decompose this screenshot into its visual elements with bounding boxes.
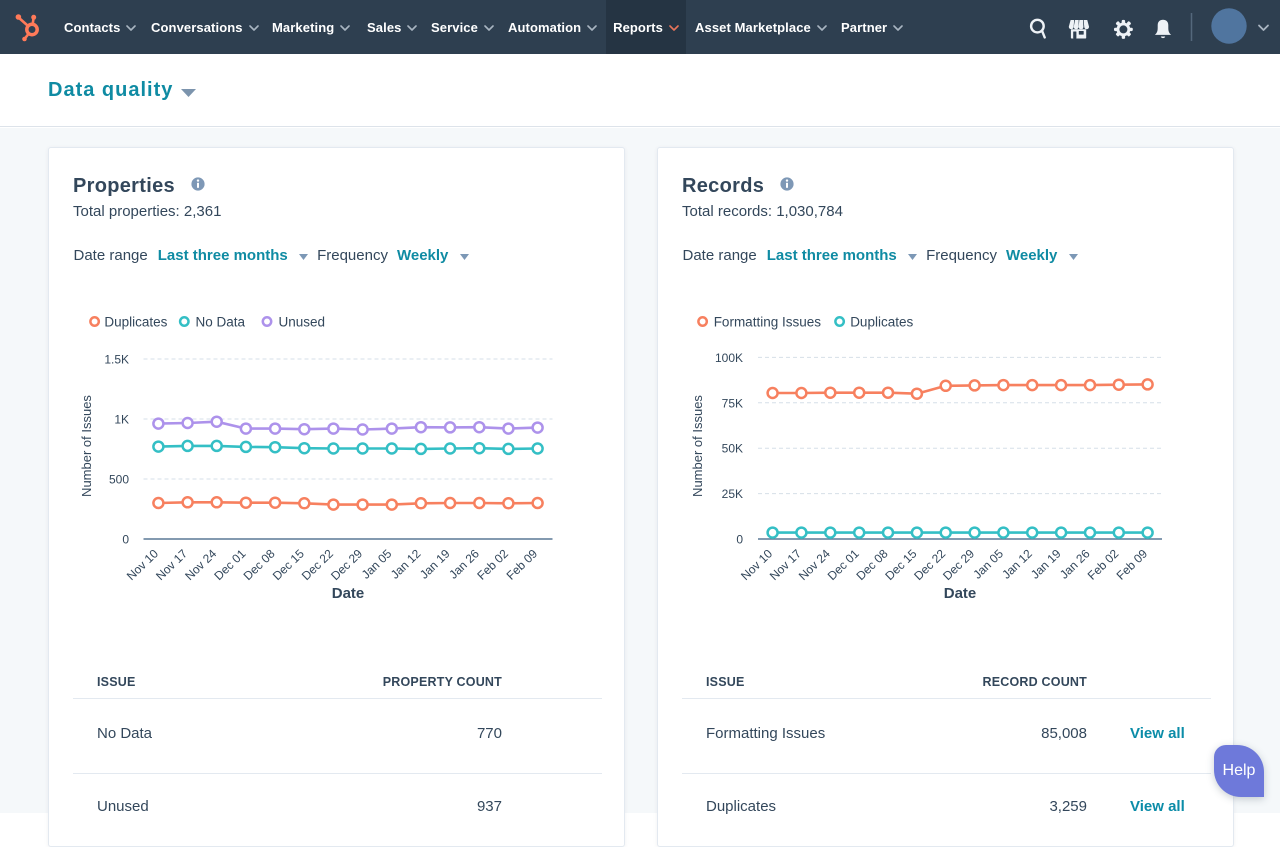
svg-text:Jan 19: Jan 19	[1028, 546, 1064, 581]
svg-text:Dec 29: Dec 29	[328, 546, 365, 583]
svg-text:Jan 12: Jan 12	[999, 546, 1035, 581]
svg-text:Formatting Issues: Formatting Issues	[714, 315, 822, 330]
svg-text:Dec 01: Dec 01	[211, 546, 248, 583]
svg-text:500: 500	[109, 473, 129, 487]
svg-text:Feb 09: Feb 09	[504, 546, 541, 582]
svg-text:Number of Issues: Number of Issues	[690, 395, 705, 497]
svg-text:Dec 22: Dec 22	[299, 546, 336, 583]
svg-text:Date: Date	[944, 585, 977, 602]
svg-text:50K: 50K	[722, 442, 743, 456]
svg-text:1K: 1K	[114, 413, 129, 427]
svg-text:Jan 05: Jan 05	[359, 546, 395, 581]
svg-text:Dec 15: Dec 15	[882, 546, 919, 583]
svg-text:Jan 19: Jan 19	[417, 546, 453, 581]
svg-text:Unused: Unused	[279, 315, 326, 330]
svg-text:Nov 10: Nov 10	[738, 546, 775, 583]
svg-text:Dec 22: Dec 22	[911, 546, 948, 583]
svg-text:Feb 02: Feb 02	[474, 546, 511, 582]
svg-text:Dec 29: Dec 29	[940, 546, 977, 583]
svg-text:No Data: No Data	[196, 315, 246, 330]
svg-text:Dec 08: Dec 08	[854, 546, 891, 583]
svg-text:Jan 12: Jan 12	[388, 546, 424, 581]
svg-text:Jan 05: Jan 05	[970, 546, 1006, 581]
svg-text:Nov 17: Nov 17	[153, 546, 190, 583]
svg-text:75K: 75K	[722, 396, 743, 410]
svg-text:Dec 01: Dec 01	[825, 546, 862, 583]
svg-text:Nov 24: Nov 24	[182, 546, 219, 583]
svg-text:0: 0	[736, 533, 743, 547]
svg-text:0: 0	[122, 533, 129, 547]
svg-text:Feb 09: Feb 09	[1114, 546, 1151, 582]
svg-text:Date: Date	[332, 585, 365, 602]
svg-text:Nov 10: Nov 10	[124, 546, 161, 583]
svg-text:Feb 02: Feb 02	[1085, 546, 1122, 582]
svg-text:100K: 100K	[715, 351, 743, 365]
svg-text:Dec 15: Dec 15	[270, 546, 307, 583]
svg-text:Duplicates: Duplicates	[850, 315, 913, 330]
svg-text:Nov 24: Nov 24	[796, 546, 833, 583]
svg-text:Dec 08: Dec 08	[241, 546, 278, 583]
svg-text:Number of Issues: Number of Issues	[79, 395, 94, 497]
svg-text:Duplicates: Duplicates	[104, 315, 167, 330]
svg-text:1.5K: 1.5K	[104, 353, 129, 367]
svg-text:Nov 17: Nov 17	[767, 546, 804, 583]
svg-text:25K: 25K	[722, 487, 743, 501]
